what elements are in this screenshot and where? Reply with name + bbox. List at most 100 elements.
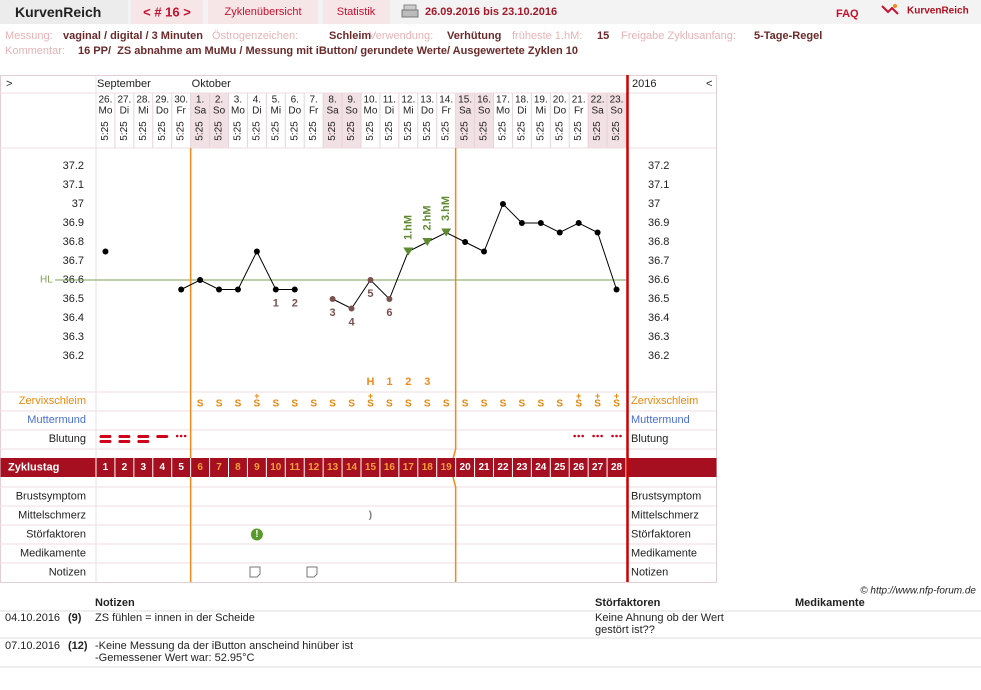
mucus-plus: + — [576, 391, 581, 401]
mucus-mark: S — [537, 399, 544, 410]
time-label: 5:25 — [138, 121, 149, 141]
mucus-mark: S — [216, 399, 223, 410]
weekday-label: Mi — [403, 106, 414, 117]
weekend-column — [323, 93, 343, 148]
nav-button[interactable]: > — [6, 78, 12, 90]
temperature-point — [178, 286, 185, 293]
y-tick-label: 36.8 — [63, 236, 84, 248]
note-day: (9) — [68, 612, 82, 624]
cycle-day: 19 — [441, 462, 453, 473]
row-symbol: ) — [369, 510, 372, 521]
nav-button[interactable]: < — [706, 78, 712, 90]
disturbance-icon — [250, 528, 263, 541]
cycle-nav[interactable]: < # 16 > — [143, 5, 191, 20]
nav-bg — [131, 0, 203, 24]
time-label: 5:25 — [535, 121, 546, 141]
faq-link[interactable]: FAQ — [836, 8, 859, 20]
info-value: vaginal / digital / 3 Minuten — [63, 30, 203, 42]
row-label: Blutung — [631, 433, 668, 445]
note-icon[interactable] — [249, 566, 318, 578]
date-label: 23. — [610, 95, 624, 106]
weekday-label: Fr — [176, 106, 186, 117]
cycle-day: 4 — [159, 462, 165, 473]
time-label: 5:25 — [441, 121, 452, 141]
y-tick-label: 36.3 — [648, 331, 669, 343]
temperature-point — [556, 229, 563, 236]
y-tick-label: 37.2 — [63, 160, 84, 172]
row-label: Brustsymptom — [631, 491, 701, 503]
peak-mark: 2 — [405, 376, 411, 388]
time-label: 5:25 — [346, 121, 357, 141]
temperature-point — [348, 305, 355, 312]
cycle-day: 22 — [497, 462, 509, 473]
weekend-column — [588, 93, 608, 148]
lower-label: 6 — [386, 307, 392, 319]
temperature-point — [575, 220, 582, 226]
date-label: 9. — [347, 95, 355, 106]
time-label: 5:25 — [289, 121, 300, 141]
temperature-point — [253, 248, 260, 255]
date-label: 16. — [477, 95, 491, 106]
weekday-label: Do — [156, 106, 169, 117]
date-label: 21. — [572, 95, 586, 106]
weekday-label: So — [478, 106, 491, 117]
mucus-mark: S — [310, 399, 317, 410]
date-label: 1. — [196, 95, 204, 106]
lower-label: 1 — [273, 298, 279, 310]
weekday-label: Do — [421, 106, 434, 117]
weekend-column — [455, 93, 475, 148]
bleeding-mark — [611, 434, 622, 438]
time-label: 5:25 — [554, 121, 565, 141]
row-label: Medikamente — [20, 548, 86, 560]
comment-label: Kommentar: — [5, 45, 65, 57]
time-label: 5:25 — [232, 121, 243, 141]
y-tick-label: 36.5 — [648, 293, 669, 305]
time-label: 5:25 — [119, 121, 130, 141]
date-label: 30. — [174, 95, 188, 106]
bleeding-mark — [137, 435, 150, 443]
temperature-point — [291, 286, 298, 293]
time-label: 5:25 — [365, 121, 376, 141]
cycle-day: 21 — [478, 462, 490, 473]
date-label: 14. — [439, 95, 453, 106]
bleeding-mark — [175, 434, 187, 438]
date-label: 8. — [328, 95, 336, 106]
note-text: -Keine Messung da der iButton anscheind … — [95, 640, 353, 652]
peak-mark: H — [366, 376, 374, 388]
month-label: Oktober — [192, 78, 231, 90]
weekday-label: Mi — [271, 106, 282, 117]
bleeding-mark — [156, 435, 169, 438]
cycle-day: 6 — [197, 462, 203, 473]
date-label: 13. — [420, 95, 434, 106]
tab[interactable]: Statistik — [337, 6, 376, 18]
mucus-plus: + — [595, 391, 600, 401]
y-tick-label: 36.5 — [63, 293, 84, 305]
weekday-label: Mo — [99, 106, 113, 117]
time-label: 5:25 — [573, 121, 584, 141]
date-label: 27. — [117, 95, 131, 106]
bleeding-mark — [118, 435, 131, 443]
mucus-mark: S — [500, 399, 507, 410]
note-date: 04.10.2016 — [5, 612, 60, 624]
date-label: 18. — [515, 95, 529, 106]
bleeding-mark — [573, 434, 584, 438]
time-label: 5:25 — [157, 121, 168, 141]
print-icon[interactable] — [401, 4, 419, 18]
cycle-day: 1 — [103, 462, 109, 473]
mucus-mark: S — [424, 399, 431, 410]
weekend-column — [342, 93, 361, 148]
time-label: 5:25 — [327, 121, 338, 141]
brand-icon — [881, 4, 899, 15]
time-label: 5:25 — [195, 121, 206, 141]
note-day: (12) — [68, 640, 88, 652]
row-label: Medikamente — [631, 548, 697, 560]
cycle-day: 26 — [573, 462, 585, 473]
temperature-point — [537, 220, 544, 226]
note-disturbance: gestört ist?? — [595, 624, 655, 636]
mucus-mark: S — [556, 399, 563, 410]
temperature-point — [462, 239, 469, 245]
weekday-label: So — [610, 106, 623, 117]
logo-bg — [0, 0, 128, 24]
tab[interactable]: Zyklenübersicht — [224, 6, 301, 18]
weekend-column — [209, 93, 229, 148]
